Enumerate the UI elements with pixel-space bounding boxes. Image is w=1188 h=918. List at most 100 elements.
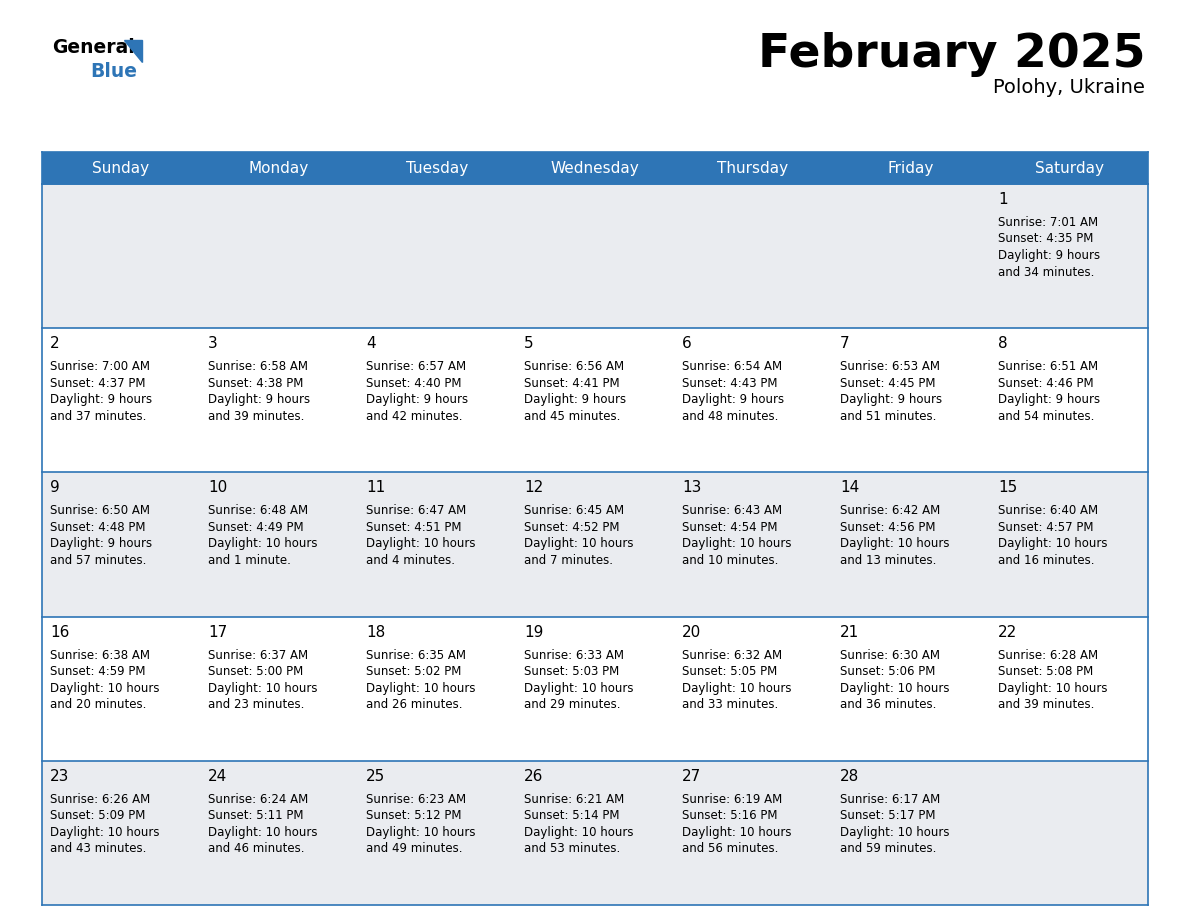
Text: Sunset: 5:14 PM: Sunset: 5:14 PM: [524, 810, 619, 823]
Text: 27: 27: [682, 768, 701, 784]
Text: Daylight: 10 hours: Daylight: 10 hours: [366, 681, 475, 695]
Text: 5: 5: [524, 336, 533, 352]
Text: and 4 minutes.: and 4 minutes.: [366, 554, 455, 567]
Text: Sunrise: 6:33 AM: Sunrise: 6:33 AM: [524, 649, 624, 662]
Text: Sunrise: 6:17 AM: Sunrise: 6:17 AM: [840, 793, 940, 806]
Text: Sunset: 5:03 PM: Sunset: 5:03 PM: [524, 666, 619, 678]
Text: Daylight: 9 hours: Daylight: 9 hours: [524, 393, 626, 406]
Text: 9: 9: [50, 480, 59, 496]
Text: Sunset: 4:35 PM: Sunset: 4:35 PM: [998, 232, 1093, 245]
Bar: [42, 184, 1148, 329]
Text: and 36 minutes.: and 36 minutes.: [840, 698, 936, 711]
Text: 15: 15: [998, 480, 1017, 496]
Text: Sunset: 4:56 PM: Sunset: 4:56 PM: [840, 521, 935, 534]
Text: Sunrise: 6:23 AM: Sunrise: 6:23 AM: [366, 793, 466, 806]
Text: Sunset: 4:57 PM: Sunset: 4:57 PM: [998, 521, 1093, 534]
Text: and 34 minutes.: and 34 minutes.: [998, 265, 1094, 278]
Bar: [200, 152, 358, 184]
Text: Sunrise: 6:37 AM: Sunrise: 6:37 AM: [208, 649, 308, 662]
Text: Daylight: 10 hours: Daylight: 10 hours: [998, 681, 1107, 695]
Bar: [42, 329, 1148, 473]
Text: Daylight: 9 hours: Daylight: 9 hours: [366, 393, 468, 406]
Text: 12: 12: [524, 480, 543, 496]
Text: and 48 minutes.: and 48 minutes.: [682, 409, 778, 422]
Bar: [42, 473, 1148, 617]
Text: Daylight: 9 hours: Daylight: 9 hours: [998, 393, 1100, 406]
Text: Daylight: 9 hours: Daylight: 9 hours: [50, 537, 152, 551]
Text: and 56 minutes.: and 56 minutes.: [682, 843, 778, 856]
Text: 13: 13: [682, 480, 701, 496]
Text: Sunrise: 6:45 AM: Sunrise: 6:45 AM: [524, 504, 624, 518]
Text: Sunrise: 6:21 AM: Sunrise: 6:21 AM: [524, 793, 624, 806]
Text: Sunset: 5:16 PM: Sunset: 5:16 PM: [682, 810, 777, 823]
Text: and 33 minutes.: and 33 minutes.: [682, 698, 778, 711]
Text: Daylight: 9 hours: Daylight: 9 hours: [840, 393, 942, 406]
Text: Daylight: 10 hours: Daylight: 10 hours: [208, 681, 317, 695]
Text: and 37 minutes.: and 37 minutes.: [50, 409, 146, 422]
Text: Sunrise: 6:47 AM: Sunrise: 6:47 AM: [366, 504, 466, 518]
Text: Sunset: 5:02 PM: Sunset: 5:02 PM: [366, 666, 461, 678]
Text: Sunrise: 6:53 AM: Sunrise: 6:53 AM: [840, 360, 940, 374]
Text: Sunset: 4:41 PM: Sunset: 4:41 PM: [524, 376, 620, 390]
Text: and 39 minutes.: and 39 minutes.: [998, 698, 1094, 711]
Text: Sunset: 4:40 PM: Sunset: 4:40 PM: [366, 376, 461, 390]
Text: Sunrise: 6:35 AM: Sunrise: 6:35 AM: [366, 649, 466, 662]
Text: 16: 16: [50, 624, 69, 640]
Text: Daylight: 10 hours: Daylight: 10 hours: [524, 826, 633, 839]
Text: 10: 10: [208, 480, 227, 496]
Text: Sunset: 5:09 PM: Sunset: 5:09 PM: [50, 810, 145, 823]
Text: Polohy, Ukraine: Polohy, Ukraine: [993, 78, 1145, 97]
Text: 28: 28: [840, 768, 859, 784]
Bar: [516, 152, 674, 184]
Text: and 53 minutes.: and 53 minutes.: [524, 843, 620, 856]
Text: 18: 18: [366, 624, 385, 640]
Text: Sunrise: 6:56 AM: Sunrise: 6:56 AM: [524, 360, 624, 374]
Text: Sunrise: 6:26 AM: Sunrise: 6:26 AM: [50, 793, 150, 806]
Text: Sunrise: 6:38 AM: Sunrise: 6:38 AM: [50, 649, 150, 662]
Text: 8: 8: [998, 336, 1007, 352]
Text: 4: 4: [366, 336, 375, 352]
Text: Sunset: 5:17 PM: Sunset: 5:17 PM: [840, 810, 935, 823]
Text: Sunrise: 6:48 AM: Sunrise: 6:48 AM: [208, 504, 308, 518]
Text: Sunset: 5:05 PM: Sunset: 5:05 PM: [682, 666, 777, 678]
Text: Sunset: 4:38 PM: Sunset: 4:38 PM: [208, 376, 303, 390]
Bar: [42, 152, 200, 184]
Text: and 46 minutes.: and 46 minutes.: [208, 843, 304, 856]
Text: Sunrise: 6:24 AM: Sunrise: 6:24 AM: [208, 793, 308, 806]
Text: Daylight: 10 hours: Daylight: 10 hours: [682, 681, 791, 695]
Bar: [832, 152, 990, 184]
Text: Daylight: 10 hours: Daylight: 10 hours: [840, 681, 949, 695]
Text: Sunset: 4:59 PM: Sunset: 4:59 PM: [50, 666, 145, 678]
Text: Daylight: 10 hours: Daylight: 10 hours: [208, 826, 317, 839]
Text: Daylight: 9 hours: Daylight: 9 hours: [682, 393, 784, 406]
Text: Daylight: 10 hours: Daylight: 10 hours: [840, 537, 949, 551]
Text: Daylight: 10 hours: Daylight: 10 hours: [682, 826, 791, 839]
Text: and 13 minutes.: and 13 minutes.: [840, 554, 936, 567]
Text: Monday: Monday: [248, 161, 309, 175]
Text: and 23 minutes.: and 23 minutes.: [208, 698, 304, 711]
Text: and 16 minutes.: and 16 minutes.: [998, 554, 1094, 567]
Text: Tuesday: Tuesday: [406, 161, 468, 175]
Text: 6: 6: [682, 336, 691, 352]
Text: Daylight: 10 hours: Daylight: 10 hours: [366, 537, 475, 551]
Text: Wednesday: Wednesday: [550, 161, 639, 175]
Text: and 54 minutes.: and 54 minutes.: [998, 409, 1094, 422]
Text: Sunrise: 6:28 AM: Sunrise: 6:28 AM: [998, 649, 1098, 662]
Text: Sunrise: 6:40 AM: Sunrise: 6:40 AM: [998, 504, 1098, 518]
Text: Sunset: 4:45 PM: Sunset: 4:45 PM: [840, 376, 935, 390]
Text: Sunrise: 7:01 AM: Sunrise: 7:01 AM: [998, 216, 1098, 229]
Text: Sunrise: 6:32 AM: Sunrise: 6:32 AM: [682, 649, 782, 662]
Text: Thursday: Thursday: [718, 161, 789, 175]
Text: Daylight: 10 hours: Daylight: 10 hours: [366, 826, 475, 839]
Bar: [990, 152, 1148, 184]
Text: and 43 minutes.: and 43 minutes.: [50, 843, 146, 856]
Text: and 59 minutes.: and 59 minutes.: [840, 843, 936, 856]
Text: Sunrise: 6:19 AM: Sunrise: 6:19 AM: [682, 793, 782, 806]
Text: Saturday: Saturday: [1035, 161, 1104, 175]
Text: Sunday: Sunday: [93, 161, 150, 175]
Text: 14: 14: [840, 480, 859, 496]
Text: 24: 24: [208, 768, 227, 784]
Text: Sunset: 4:54 PM: Sunset: 4:54 PM: [682, 521, 777, 534]
Text: Sunrise: 6:43 AM: Sunrise: 6:43 AM: [682, 504, 782, 518]
Text: 21: 21: [840, 624, 859, 640]
